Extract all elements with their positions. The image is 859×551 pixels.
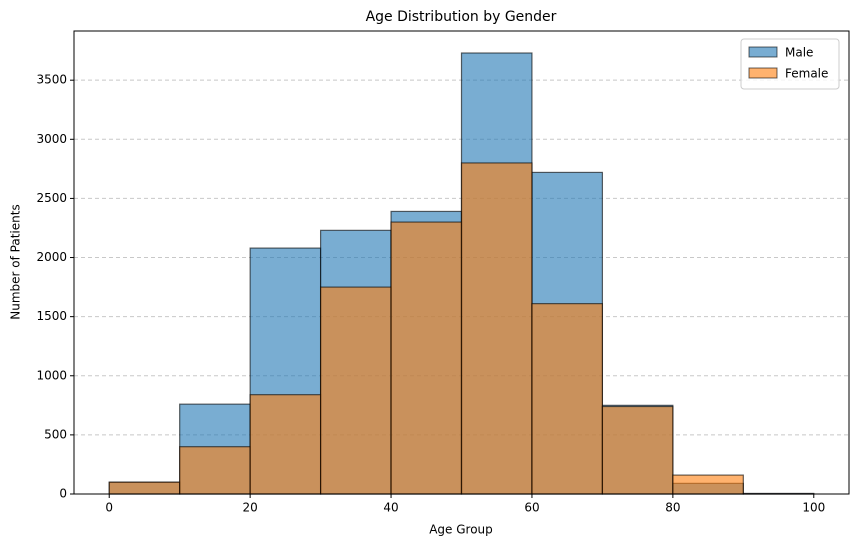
bar bbox=[321, 287, 391, 494]
legend-swatch bbox=[749, 68, 777, 78]
y-tick-label: 3500 bbox=[36, 73, 67, 87]
bar bbox=[673, 475, 743, 494]
y-tick-label: 0 bbox=[59, 487, 67, 501]
bar bbox=[180, 447, 250, 494]
y-tick-label: 2500 bbox=[36, 191, 67, 205]
x-tick-label: 60 bbox=[524, 501, 539, 515]
x-axis-label: Age Group bbox=[429, 523, 493, 537]
y-tick-label: 1500 bbox=[36, 309, 67, 323]
bar bbox=[250, 395, 320, 494]
y-tick-label: 3000 bbox=[36, 132, 67, 146]
x-tick-label: 40 bbox=[383, 501, 398, 515]
y-axis-label: Number of Patients bbox=[9, 204, 23, 319]
legend-label: Female bbox=[785, 67, 828, 81]
legend-label: Male bbox=[785, 46, 813, 60]
legend-swatch bbox=[749, 47, 777, 57]
x-tick-label: 100 bbox=[802, 501, 825, 515]
x-tick-label: 20 bbox=[242, 501, 257, 515]
bar bbox=[109, 482, 179, 494]
bar bbox=[602, 407, 672, 494]
chart-title: Age Distribution by Gender bbox=[366, 9, 557, 25]
x-tick-label: 80 bbox=[665, 501, 680, 515]
y-tick-label: 2000 bbox=[36, 250, 67, 264]
bar bbox=[462, 163, 532, 494]
x-tick-label: 0 bbox=[105, 501, 113, 515]
bar bbox=[391, 222, 461, 494]
y-tick-label: 1000 bbox=[36, 368, 67, 382]
y-tick-label: 500 bbox=[44, 427, 67, 441]
bar bbox=[532, 304, 602, 494]
